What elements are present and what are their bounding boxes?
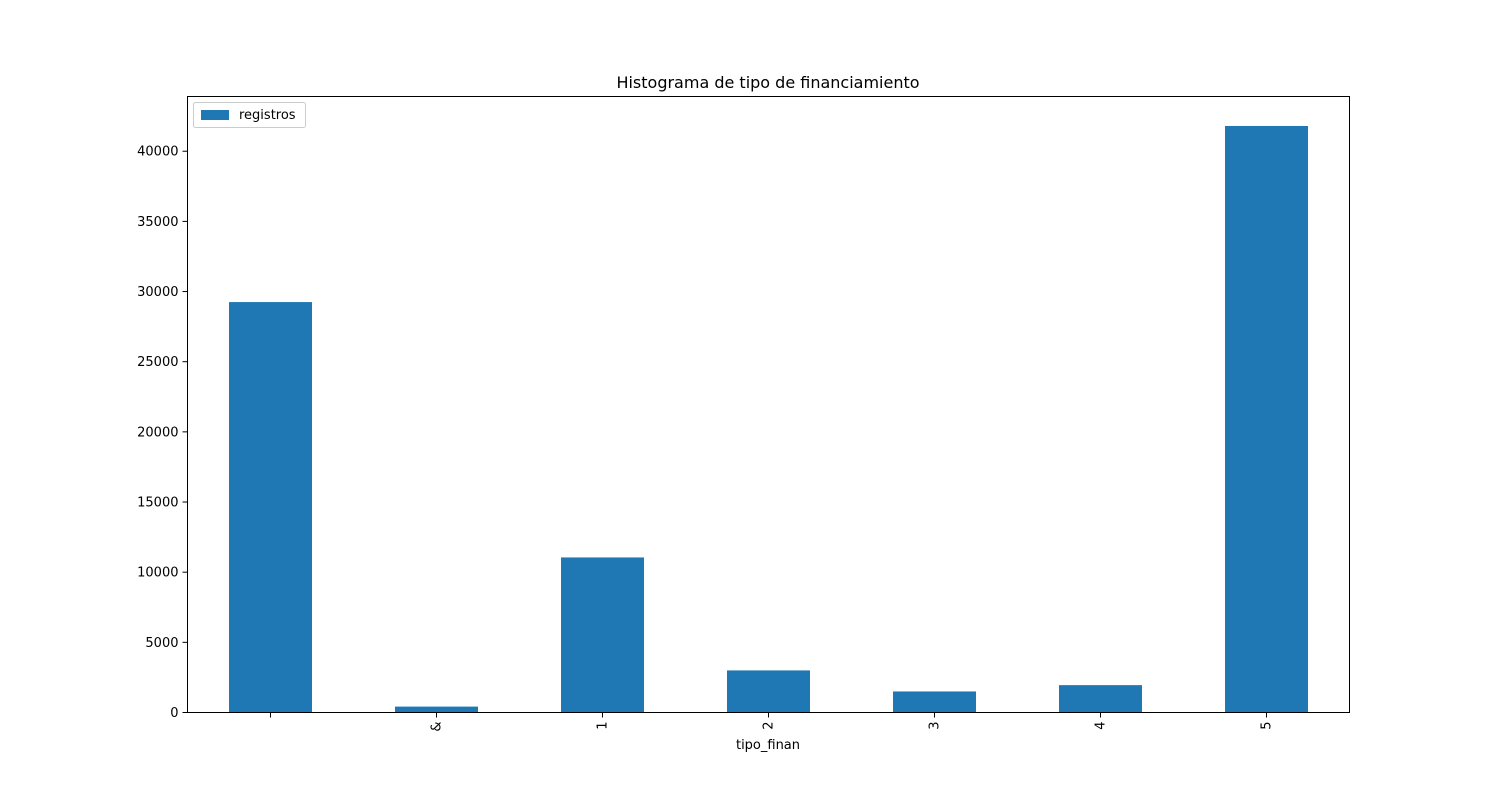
y-tick-label-7: 35000	[137, 215, 178, 230]
legend-frame	[193, 102, 306, 128]
plot-area-frame	[187, 96, 1350, 713]
bar-1	[395, 706, 478, 713]
x-tick-label-4: 3	[928, 722, 943, 730]
x-tick-label-5: 4	[1094, 722, 1109, 730]
y-axis-ticks: 0 5000 10000 15000 20000 25000 30000 35000 40000	[137, 145, 188, 721]
y-tick-label-0: 0	[170, 706, 178, 721]
y-tick-label-2: 10000	[137, 566, 178, 581]
x-tick-label-1: &	[430, 722, 445, 732]
bar-2	[561, 557, 644, 713]
bars	[229, 125, 1308, 713]
x-tick-label-2: 1	[596, 722, 611, 730]
y-tick-label-8: 40000	[137, 145, 178, 160]
y-tick-label-3: 15000	[137, 496, 178, 511]
x-axis-label: tipo_finan	[736, 738, 800, 753]
bar-5	[1059, 685, 1142, 713]
x-tick-label-3: 2	[762, 722, 777, 730]
legend-swatch	[201, 110, 229, 120]
bar-4	[893, 691, 976, 713]
y-tick-label-6: 30000	[137, 285, 178, 300]
y-tick-label-4: 20000	[137, 425, 178, 440]
y-tick-label-5: 25000	[137, 355, 178, 370]
chart-title: Histograma de tipo de financiamiento	[616, 73, 919, 92]
bar-0	[229, 302, 312, 713]
legend-label: registros	[239, 108, 296, 123]
x-tick-label-6: 5	[1260, 722, 1275, 730]
bar-6	[1225, 125, 1308, 713]
bar-3	[727, 670, 810, 713]
x-axis-ticks: & 1 2 3 4 5	[270, 712, 1275, 732]
y-tick-label-1: 5000	[145, 636, 178, 651]
legend: registros	[193, 102, 306, 128]
